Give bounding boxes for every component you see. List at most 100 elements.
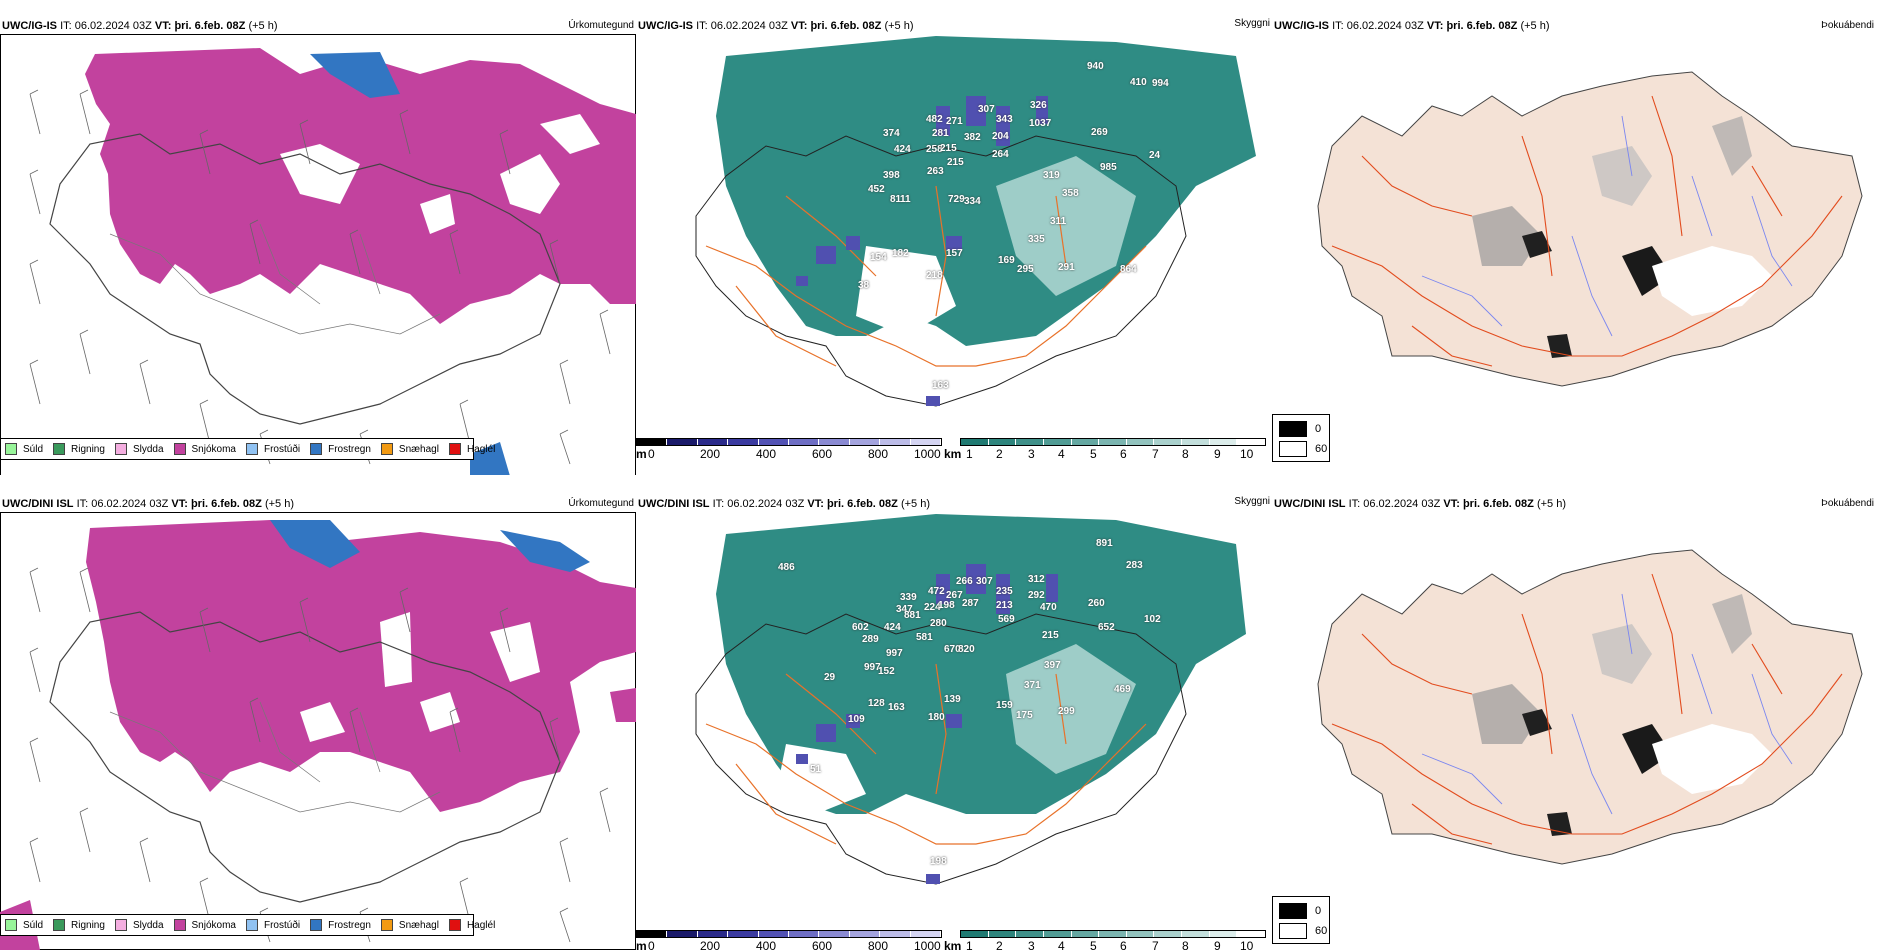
legend-swatch: [245, 919, 258, 931]
elevation-scale: m 0 200 400 600 800 1000: [636, 930, 946, 950]
legend-label: Haglél: [466, 443, 496, 455]
peak-label: 128: [868, 698, 885, 709]
panel-header: UWC/IG-IS IT: 06.02.2024 03Z VT: þri. 6.…: [2, 20, 277, 32]
legend-item: Slydda: [114, 443, 164, 455]
freezing-rain-area: [470, 442, 510, 475]
visibility-tick: 6: [1120, 939, 1127, 950]
legend-item: Snjókoma: [173, 443, 236, 455]
peak-label: 51: [810, 764, 822, 775]
rivers: [1421, 593, 1793, 815]
legend-label: Frostúði: [263, 919, 301, 931]
fog-legend-label: 60: [1315, 443, 1328, 455]
peak-label: 163: [888, 702, 905, 713]
it-value: 06.02.2024 03Z: [1346, 20, 1424, 32]
peak-label: 157: [946, 248, 963, 259]
lead-time: (+5 h): [900, 498, 930, 510]
visibility-panel: UWC/DINI ISL IT: 06.02.2024 03Z VT: þri.…: [636, 492, 1272, 950]
peak-label: 263: [927, 166, 944, 177]
peak-label: 215: [940, 143, 957, 154]
legend-item: Haglél: [448, 443, 496, 455]
peak-label: 410: [1130, 77, 1147, 88]
snow-gap: [540, 114, 600, 154]
precip-legend: Súld Rigning Slydda Snjókoma Frostúði Fr…: [0, 438, 495, 460]
vt-value: þri. 6.feb. 08Z: [826, 498, 898, 510]
elevation-tick: 0: [648, 939, 655, 950]
fog-legend-row: 0: [1279, 903, 1321, 919]
elevation-unit: m: [636, 447, 647, 461]
legend-swatch: [448, 919, 461, 931]
fog-title: Þokuábendi: [1821, 20, 1874, 31]
legend-label: Slydda: [132, 443, 164, 455]
legend-swatch: [5, 919, 17, 931]
snow-gap: [420, 194, 455, 234]
visibility-tick: 8: [1182, 939, 1189, 950]
peak-label: 820: [958, 644, 975, 655]
visibility-scale: km 1 2 3 4 5 6 7 8 9 10: [944, 438, 1270, 462]
legend-label: Snæhagl: [398, 919, 439, 931]
peak-label: 891: [1096, 538, 1113, 549]
legend-item: Snjókoma: [173, 919, 236, 931]
peak-label: 339: [900, 592, 917, 603]
vt-value: þri. 6.feb. 08Z: [190, 498, 262, 510]
legend-swatch: [53, 443, 66, 455]
peak-label: 163: [932, 380, 949, 391]
fog-map: [1317, 549, 1863, 865]
visibility-tick: 7: [1152, 939, 1159, 950]
peak-label: 281: [932, 128, 949, 139]
it-label: IT:: [76, 498, 89, 510]
peak-label: 398: [883, 170, 900, 181]
peak-label: 29: [824, 672, 836, 683]
panel-header: UWC/DINI ISL IT: 06.02.2024 03Z VT: þri.…: [638, 498, 930, 510]
fog-grey-area: [1712, 116, 1752, 176]
vt-label: VT:: [154, 20, 172, 32]
row-1: UWC/IG-IS IT: 06.02.2024 03Z VT: þri. 6.…: [0, 18, 1874, 475]
panel-header: UWC/DINI ISL IT: 06.02.2024 03Z VT: þri.…: [2, 498, 294, 510]
peak-label: 266: [956, 576, 973, 587]
visibility-tick: 3: [1028, 447, 1035, 461]
snow-gap: [300, 702, 345, 742]
legend-item: Súld: [5, 443, 43, 455]
peak-label: 652: [1098, 622, 1115, 633]
peak-label: 169: [998, 255, 1015, 266]
peak-label: 472: [928, 586, 945, 597]
peak-label: 729: [948, 194, 965, 205]
roads: [1331, 573, 1843, 845]
peak-label: 602: [852, 622, 869, 633]
fog-title: Þokuábendi: [1821, 498, 1874, 509]
elevation-tick: 1000: [914, 939, 941, 950]
coastline: [695, 135, 1187, 407]
visibility-title: Skyggni: [1234, 18, 1270, 29]
row-2: UWC/DINI ISL IT: 06.02.2024 03Z VT: þri.…: [0, 478, 1900, 950]
freezing-rain-area: [500, 530, 590, 572]
visibility-tick: 8: [1182, 447, 1189, 461]
peak-label: 287: [962, 598, 979, 609]
elevation-tick: 400: [756, 447, 777, 461]
legend-swatch: [173, 443, 186, 455]
peak-label: 215: [947, 157, 964, 168]
coastline: [49, 133, 561, 425]
precip-title: Úrkomutegund: [568, 20, 634, 31]
visibility-unit: km: [944, 939, 962, 950]
visibility-tick: 10: [1240, 939, 1254, 950]
elevation-tick: 400: [756, 939, 777, 950]
legend-swatch: [114, 443, 127, 455]
freezing-rain-area: [310, 52, 400, 98]
peak-label: 258: [926, 144, 943, 155]
peak-label: 154: [870, 252, 887, 263]
wind-barbs: [29, 567, 611, 943]
legend-swatch: [245, 443, 258, 455]
low-visibility-area: [716, 514, 1246, 814]
peak-label: 343: [996, 114, 1013, 125]
snow-gap: [420, 692, 460, 732]
fog-dark-area: [1522, 231, 1552, 258]
fog-grey-area: [1472, 206, 1542, 266]
fog-legend-label: 0: [1315, 423, 1322, 435]
visibility-tick: 2: [996, 447, 1003, 461]
visibility-tick: 4: [1058, 939, 1065, 950]
elevation-tick: 0: [648, 447, 655, 461]
legend-label: Snjókoma: [191, 443, 236, 455]
legend-swatch: [448, 443, 461, 455]
peak-label: 374: [883, 128, 900, 139]
precip-type-panel: UWC/DINI ISL IT: 06.02.2024 03Z VT: þri.…: [0, 492, 636, 950]
peak-label: 397: [1044, 660, 1061, 671]
